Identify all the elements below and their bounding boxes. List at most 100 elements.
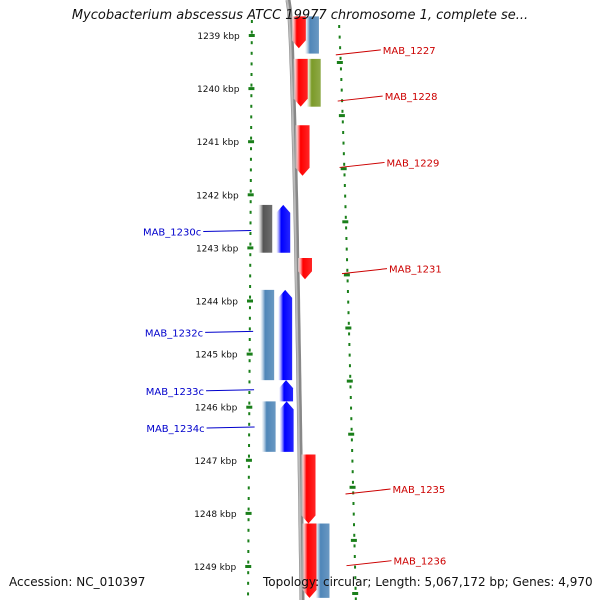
cds-feature (315, 523, 330, 598)
gene-label: MAB_1231 (389, 265, 442, 276)
ruler-dot (250, 83, 253, 87)
ruler-dot (354, 586, 357, 590)
gene-arrow (279, 401, 294, 452)
ruler-dot (346, 258, 349, 262)
label-leader (335, 49, 381, 56)
ruler-tick (336, 61, 343, 64)
ruler-tick-label: 1242 kbp (196, 191, 239, 201)
ruler-tick (248, 34, 255, 37)
label-leader (346, 560, 392, 567)
ruler-dot (354, 576, 357, 580)
ruler-tick-label: 1249 kbp (194, 563, 237, 573)
ruler-dot (247, 486, 250, 490)
ruler-dot (249, 189, 252, 193)
cds-feature (304, 16, 319, 54)
ruler-dot (353, 544, 356, 548)
ruler-dot (352, 502, 355, 505)
ruler-dot (248, 369, 251, 373)
ruler-dot (342, 152, 345, 156)
gene-label: MAB_1234c (146, 424, 204, 435)
ruler-tick (342, 220, 349, 224)
ruler-dot (347, 311, 350, 315)
ruler-dot (247, 592, 250, 596)
ruler-dot (249, 253, 252, 257)
ruler-tick (346, 379, 353, 383)
ruler-dot (341, 109, 344, 113)
ruler-dot (348, 343, 351, 346)
ruler-dot (351, 470, 354, 474)
ruler-dot (248, 327, 251, 331)
gene-arrow (297, 258, 312, 280)
gene-label: MAB_1230c (143, 227, 201, 238)
ruler-dot (249, 242, 252, 246)
ruler-dot (249, 285, 252, 288)
ruler-dot (353, 523, 356, 527)
gene-label: MAB_1229 (387, 158, 440, 169)
accession-text: Accession: NC_010397 (9, 575, 146, 589)
ruler-dot (339, 67, 342, 71)
ruler-dot (349, 385, 352, 389)
gene-label: MAB_1233c (146, 387, 204, 398)
ruler-dot (350, 406, 353, 410)
ruler-dot (247, 560, 250, 564)
ruler-dot (348, 332, 351, 336)
ruler-tick-label: 1240 kbp (197, 85, 240, 95)
ruler-dot (344, 194, 347, 198)
ruler-dot (350, 427, 353, 431)
ruler-dot (249, 295, 252, 299)
ruler-dot (247, 528, 250, 532)
ruler-dot (249, 210, 252, 214)
ruler-tick (245, 511, 252, 515)
ruler-tick-label: 1246 kbp (195, 404, 238, 414)
ruler-dot (249, 200, 252, 204)
ruler-dot (249, 168, 252, 172)
ruler-dot (250, 73, 253, 76)
ruler-tick (248, 140, 255, 144)
ruler-dot (350, 438, 353, 442)
ruler-dot (349, 396, 352, 399)
ruler-tick (246, 299, 253, 303)
label-leader (203, 229, 252, 232)
label-leader (345, 488, 391, 495)
ruler-dot (352, 512, 355, 516)
ruler-dot (343, 184, 346, 187)
ruler-tick-label: 1241 kbp (197, 138, 240, 148)
gene-arrow (301, 454, 316, 524)
ruler-dot (338, 25, 341, 28)
ruler-dot (247, 581, 250, 585)
ruler-dot (250, 104, 253, 108)
gene-arrow (276, 204, 291, 253)
ruler: 1239 kbp 1240 kbp 1241 kbp 1242 kbp 1243 kbp… (194, 20, 359, 600)
ruler-dot (343, 173, 346, 177)
page-title: Mycobacterium abscessus ATCC 19977 chrom… (71, 8, 529, 23)
ruler-dot (346, 268, 349, 272)
label-leader (341, 268, 388, 275)
ruler-tick-label: 1239 kbp (197, 32, 240, 42)
chromosome-backbone (285, 0, 305, 600)
ruler-tick (343, 273, 350, 277)
ruler-dot (248, 444, 251, 447)
ruler-tick (352, 592, 359, 595)
ruler-dot (341, 120, 344, 124)
ruler-dot (247, 475, 250, 479)
ruler-dot (354, 597, 357, 600)
ruler-dot (250, 147, 253, 151)
ruler-dot (248, 401, 251, 405)
cds-feature (260, 289, 275, 381)
ruler-dot (351, 459, 354, 463)
ruler-tick-label: 1248 kbp (194, 510, 237, 520)
ruler-dot (248, 433, 251, 437)
ruler-dot (247, 571, 250, 575)
cds-feature (306, 58, 321, 107)
ruler-dot (351, 449, 354, 452)
ruler-dot (346, 290, 349, 293)
ruler-tick (247, 193, 254, 197)
ruler-dot (249, 274, 252, 278)
ruler-dot (342, 141, 345, 145)
gene-arrow (293, 58, 308, 107)
ruler-dot (345, 226, 348, 230)
ruler-dot (250, 62, 253, 66)
gene-labels: MAB_1227 MAB_1228 MAB_1229 MAB_1230c MAB_123… (143, 46, 446, 568)
ruler-dot (340, 88, 343, 92)
